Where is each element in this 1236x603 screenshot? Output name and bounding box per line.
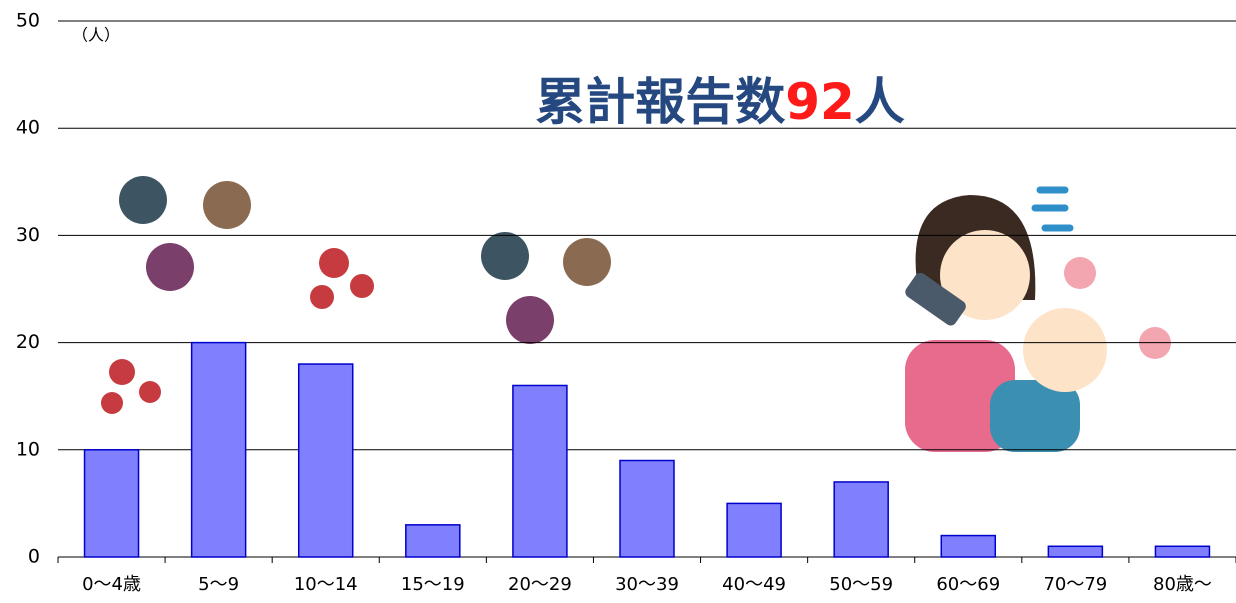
- title-number: 92: [785, 73, 855, 131]
- bar: [85, 450, 139, 557]
- x-tick-label: 30〜39: [615, 574, 679, 595]
- x-tick-label: 80歳〜: [1153, 574, 1212, 595]
- title-part: 人: [855, 73, 905, 131]
- bar: [1048, 546, 1102, 557]
- illustrations: [101, 176, 1171, 452]
- chart-title: 累計報告数92人: [535, 73, 905, 131]
- bar: [941, 536, 995, 557]
- x-tick-label: 40〜49: [722, 574, 786, 595]
- unit-label: （人）: [72, 26, 120, 45]
- bar: [620, 461, 674, 557]
- y-tick-label: 0: [28, 546, 40, 568]
- y-tick-label: 50: [16, 10, 40, 32]
- x-tick-label: 70〜79: [1043, 574, 1107, 595]
- title-part: 累計報告数: [535, 73, 785, 131]
- x-tick-label: 0〜4歳: [82, 574, 141, 595]
- bar: [192, 343, 246, 557]
- x-tick-label: 15〜19: [401, 574, 465, 595]
- chart: （人） 累計報告数92人 0 10 20 30 40 50 0〜4歳 5〜9 10〜14 15〜1…: [0, 0, 1236, 599]
- bar: [513, 385, 567, 557]
- y-tick-label: 10: [16, 438, 40, 460]
- x-tick-label: 20〜29: [508, 574, 572, 595]
- bar: [406, 525, 460, 557]
- y-tick-label: 40: [16, 117, 40, 139]
- bar: [834, 482, 888, 557]
- x-tick-label: 5〜9: [198, 574, 239, 595]
- y-tick-label: 30: [16, 224, 40, 246]
- y-tick-label: 20: [16, 331, 40, 353]
- bar: [1155, 546, 1209, 557]
- x-tick-label: 10〜14: [294, 574, 358, 595]
- x-tick-label: 60〜69: [936, 574, 1000, 595]
- bar: [727, 503, 781, 557]
- x-tick-label: 50〜59: [829, 574, 893, 595]
- bar: [299, 364, 353, 557]
